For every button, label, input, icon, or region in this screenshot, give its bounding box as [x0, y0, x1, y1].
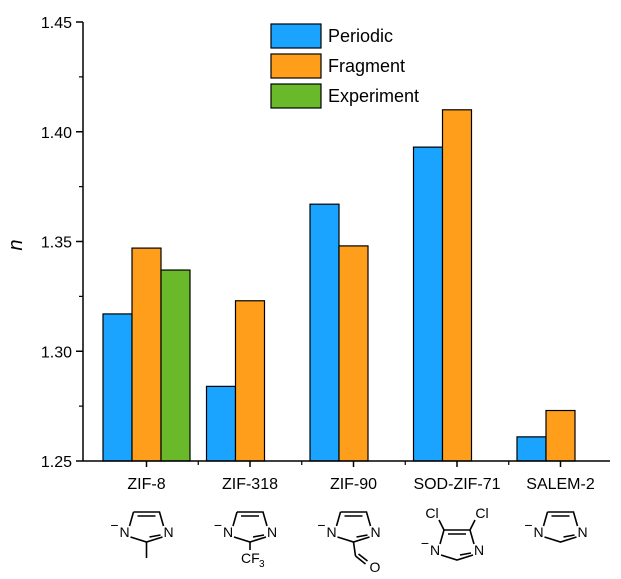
cf3-label: CF — [241, 550, 260, 566]
bar-fragment-salem-2 — [545, 409, 576, 462]
molecule-structures: N N− N N−CF 3N N−ON N−Cl ClN N− — [110, 505, 588, 575]
nitrogen-label: N — [326, 524, 336, 540]
aldehyde-bond — [355, 555, 366, 565]
molecule-salem-2: N N− — [524, 511, 588, 543]
legend-swatch-experiment — [270, 83, 322, 109]
bars-group — [102, 109, 576, 462]
x-tick-label: SALEM-2 — [526, 476, 595, 493]
bar-periodic-zif-8 — [102, 313, 133, 462]
chlorine-label: Cl — [475, 505, 488, 521]
nitrogen-label: N — [577, 524, 587, 540]
charge-label: − — [524, 517, 532, 533]
double-bond — [563, 534, 575, 538]
axes-group: 1.25 1.30 1.35 1.40 1.45 ZIF-8 ZIF-318 ZIF-90 SO… — [5, 15, 610, 493]
x-tick-label: ZIF-90 — [330, 476, 377, 493]
nitrogen-label: N — [223, 524, 233, 540]
y-tick-label: 1.35 — [41, 235, 72, 252]
legend: Periodic Fragment Experiment — [270, 23, 419, 109]
chloro-bond — [469, 519, 476, 531]
y-tick-label: 1.40 — [41, 125, 72, 142]
nitrogen-label: N — [267, 524, 277, 540]
double-bond — [252, 534, 265, 538]
chlorine-label: Cl — [425, 505, 438, 521]
bar-fragment-zif-8 — [131, 247, 162, 462]
legend-label-experiment: Experiment — [328, 86, 419, 106]
bar-periodic-salem-2 — [516, 436, 547, 462]
bar-fragment-sod-zif-71 — [441, 109, 473, 462]
legend-swatch-periodic — [270, 23, 322, 49]
y-axis-title: n — [5, 239, 27, 250]
bar-periodic-sod-zif-71 — [412, 146, 444, 462]
aldehyde-bond — [352, 541, 357, 557]
imidazole-ring — [542, 511, 579, 543]
legend-label-fragment: Fragment — [328, 56, 405, 76]
molecule-zif-8: N N− — [110, 511, 174, 558]
bar-fragment-zif-318 — [234, 300, 266, 462]
bar-experiment-zif-8 — [160, 269, 191, 462]
double-bond — [149, 534, 161, 538]
nitrogen-label: N — [430, 542, 440, 558]
legend-label-periodic: Periodic — [328, 26, 393, 46]
bar-periodic-zif-90 — [309, 203, 340, 462]
x-tick-label: ZIF-8 — [127, 476, 165, 493]
nitrogen-label: N — [533, 524, 543, 540]
bar-fragment-zif-90 — [338, 245, 369, 462]
nitrogen-label: N — [163, 524, 173, 540]
y-tick-label: 1.30 — [41, 344, 72, 361]
aldehyde-double-bond — [358, 553, 368, 562]
molecule-sod-zif-71: N N−Cl Cl — [421, 505, 489, 561]
nitrogen-label: N — [119, 524, 129, 540]
nitrogen-label: N — [370, 524, 380, 540]
molecule-zif-318: N N−CF 3 — [214, 511, 277, 570]
charge-label: − — [317, 517, 325, 533]
cf3-subscript: 3 — [259, 559, 265, 570]
charge-label: − — [421, 535, 429, 551]
double-bond — [356, 534, 368, 538]
chloro-bond — [438, 519, 445, 531]
charge-label: − — [214, 517, 222, 533]
x-tick-label: SOD-ZIF-71 — [413, 476, 500, 493]
y-tick-label: 1.45 — [41, 15, 72, 32]
double-bond — [459, 552, 472, 556]
charge-label: − — [110, 517, 118, 533]
nitrogen-label: N — [474, 542, 484, 558]
molecule-zif-90: N N−O — [317, 511, 381, 575]
x-tick-label: ZIF-318 — [222, 476, 278, 493]
bar-periodic-zif-318 — [205, 385, 237, 462]
legend-swatch-fragment — [270, 53, 322, 79]
y-tick-label: 1.25 — [41, 454, 72, 471]
oxygen-label: O — [370, 559, 381, 574]
